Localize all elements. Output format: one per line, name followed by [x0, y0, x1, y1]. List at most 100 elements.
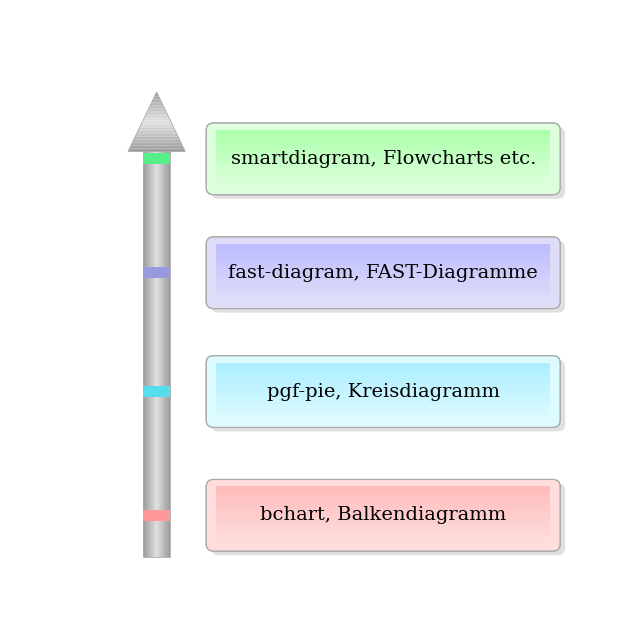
Polygon shape [134, 136, 179, 138]
Bar [149, 152, 150, 557]
Bar [216, 255, 550, 258]
Bar [216, 136, 550, 138]
Bar [216, 393, 550, 395]
Bar [216, 378, 550, 380]
Polygon shape [141, 123, 173, 125]
Bar [216, 486, 550, 489]
Bar [167, 152, 168, 557]
Bar [216, 152, 550, 155]
Bar [216, 149, 550, 151]
Bar [216, 272, 550, 275]
Bar [216, 385, 550, 388]
Bar [216, 172, 550, 174]
Bar [216, 185, 550, 187]
Polygon shape [132, 143, 181, 144]
Bar [216, 526, 550, 529]
Polygon shape [128, 150, 185, 152]
Bar [155, 152, 156, 557]
Bar [216, 507, 550, 510]
Polygon shape [135, 135, 178, 136]
Bar [216, 367, 550, 369]
Bar [216, 532, 550, 534]
Bar [216, 408, 550, 410]
Polygon shape [131, 144, 182, 145]
Bar [216, 276, 550, 278]
Bar [216, 274, 550, 276]
Bar [216, 179, 550, 181]
Polygon shape [148, 110, 166, 111]
Polygon shape [155, 95, 158, 96]
Bar [157, 152, 158, 557]
FancyBboxPatch shape [211, 484, 566, 555]
Bar [216, 517, 550, 519]
Bar [216, 162, 550, 165]
Bar [216, 261, 550, 263]
Bar [216, 403, 550, 405]
Bar [216, 365, 550, 367]
Bar [216, 490, 550, 493]
Bar [216, 370, 550, 372]
Bar [216, 494, 550, 496]
Bar [161, 152, 162, 557]
Bar [216, 166, 550, 168]
Polygon shape [151, 101, 162, 102]
Polygon shape [140, 125, 173, 126]
Bar [151, 152, 152, 557]
Bar [216, 519, 550, 521]
Bar [216, 168, 550, 170]
Polygon shape [136, 134, 178, 135]
Bar [216, 244, 550, 246]
Polygon shape [134, 138, 180, 140]
Bar [216, 270, 550, 273]
Bar [216, 515, 550, 517]
FancyBboxPatch shape [206, 237, 560, 309]
Bar [143, 510, 170, 521]
Bar [216, 177, 550, 180]
Bar [216, 141, 550, 143]
Bar [216, 372, 550, 374]
Bar [216, 368, 550, 370]
Text: pgf-pie, Kreisdiagramm: pgf-pie, Kreisdiagramm [266, 383, 500, 401]
Bar [216, 381, 550, 384]
Polygon shape [142, 120, 171, 122]
Polygon shape [139, 128, 174, 129]
FancyBboxPatch shape [211, 127, 566, 199]
Polygon shape [130, 145, 183, 147]
Bar [216, 503, 550, 506]
Bar [216, 248, 550, 250]
Bar [216, 138, 550, 140]
Bar [216, 389, 550, 392]
FancyBboxPatch shape [206, 356, 560, 428]
Bar [216, 143, 550, 145]
Bar [216, 282, 550, 284]
Polygon shape [150, 104, 163, 105]
Bar [216, 170, 550, 172]
Bar [146, 152, 147, 557]
Bar [216, 249, 550, 252]
Polygon shape [130, 147, 184, 149]
Polygon shape [143, 119, 170, 120]
Bar [216, 418, 550, 420]
Polygon shape [137, 131, 176, 132]
Bar [216, 522, 550, 525]
Text: bchart, Balkendiagramm: bchart, Balkendiagramm [260, 506, 506, 524]
Bar [148, 152, 149, 557]
Bar [216, 259, 550, 261]
Bar [143, 267, 170, 278]
Bar [216, 539, 550, 542]
Bar [216, 509, 550, 512]
Bar [169, 152, 171, 557]
Bar [216, 511, 550, 513]
Bar [216, 299, 550, 301]
Bar [168, 152, 169, 557]
Bar [216, 134, 550, 136]
Bar [144, 152, 145, 557]
Bar [216, 397, 550, 399]
Bar [216, 363, 550, 365]
Bar [216, 164, 550, 167]
Bar [216, 253, 550, 256]
Bar [216, 387, 550, 390]
Bar [216, 156, 550, 159]
Polygon shape [137, 132, 176, 134]
Polygon shape [151, 102, 162, 104]
